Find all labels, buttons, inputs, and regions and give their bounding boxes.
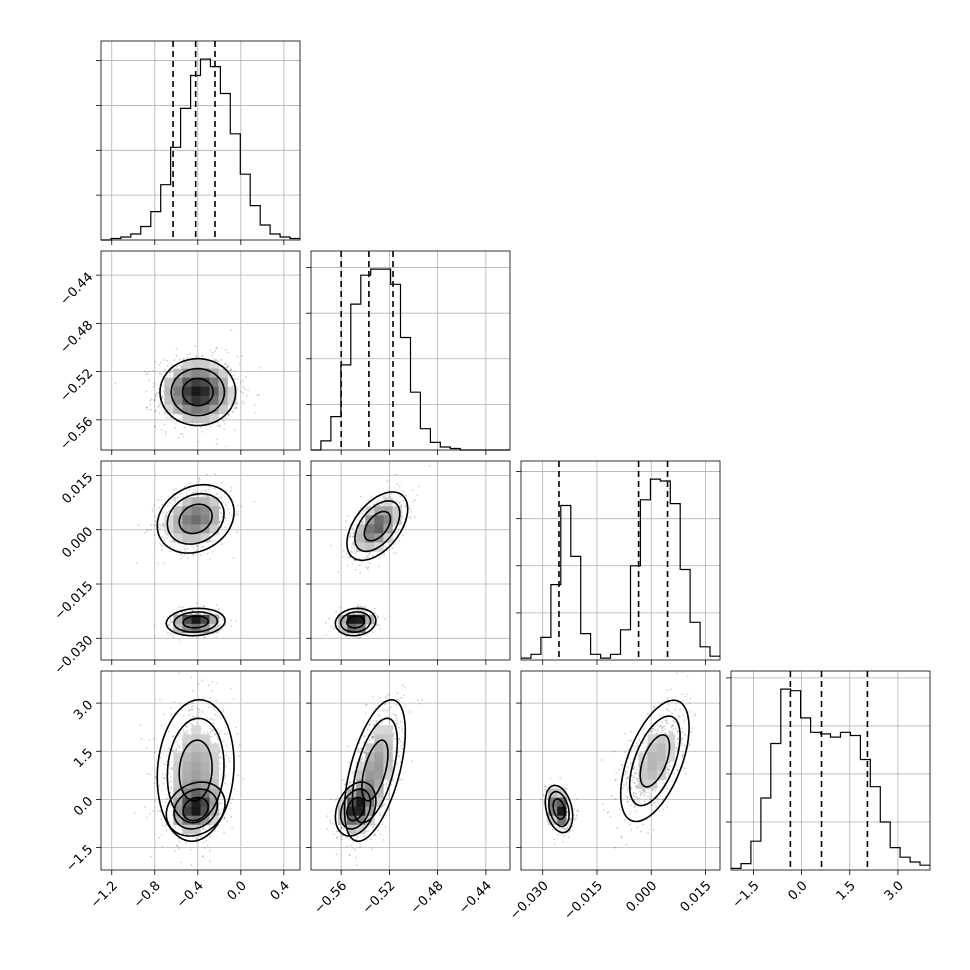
x-tick-label: −0.8 (131, 878, 164, 911)
frame-layer (96, 40, 931, 875)
contours-3 (156, 698, 235, 843)
histogram-step-2 (521, 478, 720, 659)
y-tick-label: 3.0 (71, 698, 96, 723)
x-tick-label: 0.4 (268, 878, 293, 903)
y-tick-label: −0.56 (58, 414, 97, 453)
x-tick-label: −0.56 (311, 878, 350, 917)
y-tick-label: −0.44 (58, 270, 97, 309)
panel-frame-2 (310, 460, 511, 661)
panel-frame-5 (520, 670, 721, 871)
x-tick-label: 0.000 (623, 878, 660, 915)
panel-frame-0 (100, 250, 301, 451)
contours-4 (334, 698, 407, 843)
contours-1 (156, 483, 235, 637)
y-tick-label: −0.48 (58, 318, 97, 357)
y-tick-label: −1.5 (63, 842, 96, 875)
x-tick-label: 0.0 (785, 878, 810, 903)
x-tick-label: −0.44 (456, 878, 495, 917)
histogram-step-0 (101, 58, 300, 241)
x-tick-label: −0.52 (360, 878, 399, 917)
panel-frame-4 (310, 670, 511, 871)
x-tick-label: −1.2 (88, 878, 121, 911)
histogram-layer (101, 41, 930, 870)
contour-layer (156, 357, 690, 843)
panel-frame-1 (100, 460, 301, 661)
contours-2 (334, 491, 409, 637)
y-tick-label: −0.015 (52, 579, 97, 624)
y-tick-label: 1.5 (71, 746, 96, 771)
x-tick-label: −0.030 (507, 878, 552, 923)
y-tick-label: 0.015 (59, 470, 96, 507)
hist-panel-frame-1 (310, 250, 511, 451)
y-tick-label: −0.030 (52, 633, 97, 678)
y-tick-label: −0.52 (58, 366, 97, 405)
y-tick-label: 0.000 (59, 524, 96, 561)
x-tick-label: −0.48 (408, 878, 447, 917)
x-tick-label: 1.5 (834, 878, 859, 903)
x-tick-label: 3.0 (882, 878, 907, 903)
x-tick-label: −0.015 (561, 878, 606, 923)
hist-panel-frame-0 (100, 40, 301, 241)
contours-5 (544, 699, 690, 834)
x-tick-label: −0.4 (174, 878, 207, 911)
hist-panel-frame-3 (730, 670, 931, 871)
grid-layer (101, 41, 930, 870)
y-tick-label: 0.0 (71, 794, 96, 819)
x-tick-label: 0.015 (678, 878, 715, 915)
x-tick-label: −1.5 (730, 878, 763, 911)
x-tick-label: 0.0 (225, 878, 250, 903)
contours-0 (159, 357, 237, 427)
hist-panel-frame-2 (520, 460, 721, 661)
panel-frame-3 (100, 670, 301, 871)
histogram-step-3 (731, 688, 930, 869)
